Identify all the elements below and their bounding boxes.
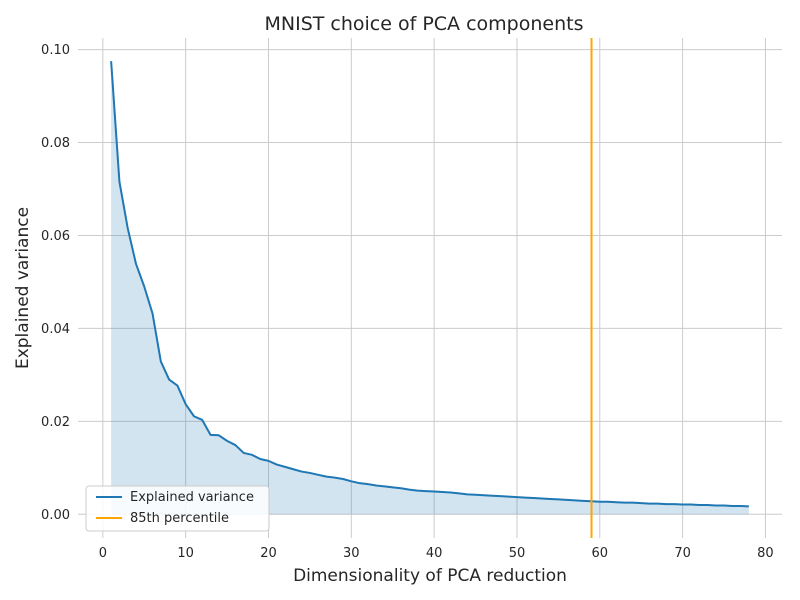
y-tick-label: 0.08 (41, 136, 70, 151)
x-tick-label: 50 (509, 546, 526, 561)
legend-label-explained-variance: Explained variance (130, 490, 254, 505)
x-tick-label: 10 (177, 546, 194, 561)
legend-label-85th-percentile: 85th percentile (130, 511, 229, 526)
y-tick-labels: 0.00 0.02 0.04 0.06 0.08 0.10 (41, 43, 70, 523)
y-tick-label: 0.02 (41, 415, 70, 430)
legend: Explained variance 85th percentile (85, 485, 270, 532)
grid (78, 38, 782, 538)
y-axis-title: Explained variance (13, 207, 33, 369)
x-tick-label: 60 (592, 546, 609, 561)
explained-variance-area (111, 61, 749, 515)
chart-title: MNIST choice of PCA components (265, 13, 584, 35)
y-tick-label: 0.04 (41, 322, 70, 337)
legend-frame (85, 485, 270, 532)
x-tick-label: 70 (674, 546, 691, 561)
y-tick-label: 0.00 (41, 508, 70, 523)
x-tick-label: 20 (260, 546, 277, 561)
x-tick-label: 0 (99, 546, 107, 561)
x-tick-label: 30 (343, 546, 360, 561)
x-tick-label: 40 (426, 546, 443, 561)
y-tick-label: 0.06 (41, 229, 70, 244)
x-tick-labels: 0 10 20 30 40 50 60 70 80 (99, 546, 774, 561)
explained-variance-line (110, 61, 749, 508)
y-tick-label: 0.10 (41, 43, 70, 58)
x-tick-label: 80 (757, 546, 774, 561)
x-axis-title: Dimensionality of PCA reduction (293, 566, 567, 586)
